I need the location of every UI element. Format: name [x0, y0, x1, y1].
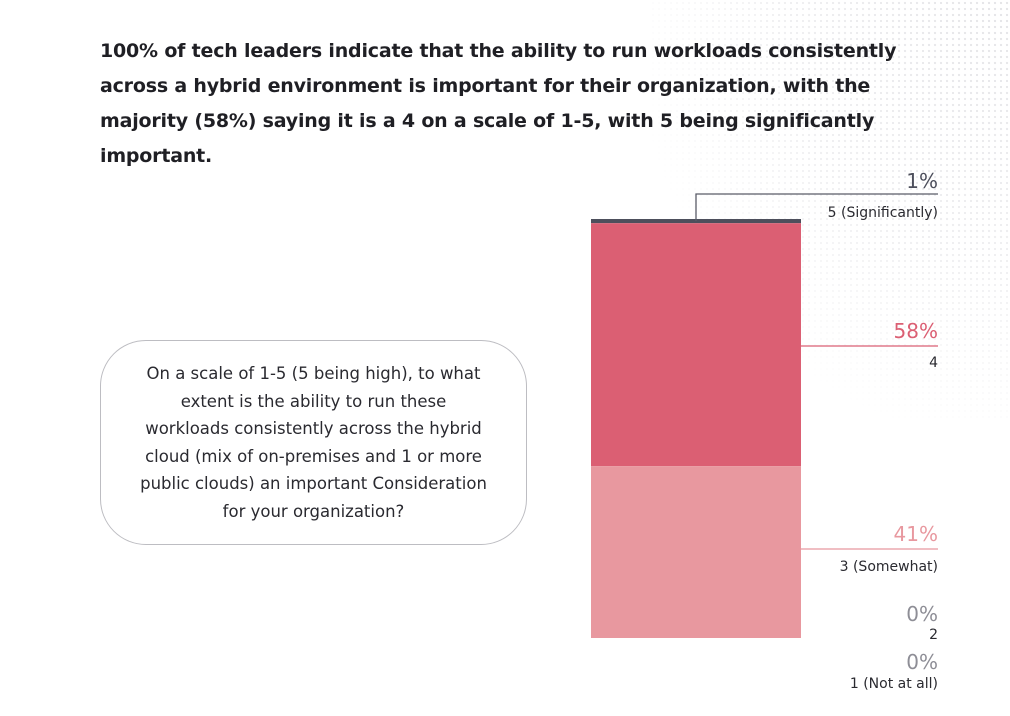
category-label-3: 3 (Somewhat) — [840, 559, 938, 575]
value-label-2: 0% — [906, 602, 938, 626]
bar-segment-5 — [591, 219, 801, 224]
category-label-1: 1 (Not at all) — [850, 676, 938, 692]
survey-question-text: On a scale of 1-5 (5 being high), to wha… — [140, 364, 487, 521]
survey-question-box: On a scale of 1-5 (5 being high), to wha… — [100, 340, 527, 545]
value-label-3: 41% — [894, 522, 938, 546]
leader-line-5 — [695, 193, 938, 221]
value-label-4: 58% — [894, 319, 938, 343]
headline: 100% of tech leaders indicate that the a… — [100, 40, 897, 167]
category-label-5: 5 (Significantly) — [828, 205, 938, 221]
category-label-2: 2 — [929, 627, 938, 643]
value-label-5: 1% — [906, 169, 938, 193]
bar-segment-4 — [591, 223, 801, 467]
category-label-4: 4 — [929, 355, 938, 371]
bar-segment-3 — [591, 466, 801, 638]
value-label-1: 0% — [906, 650, 938, 674]
